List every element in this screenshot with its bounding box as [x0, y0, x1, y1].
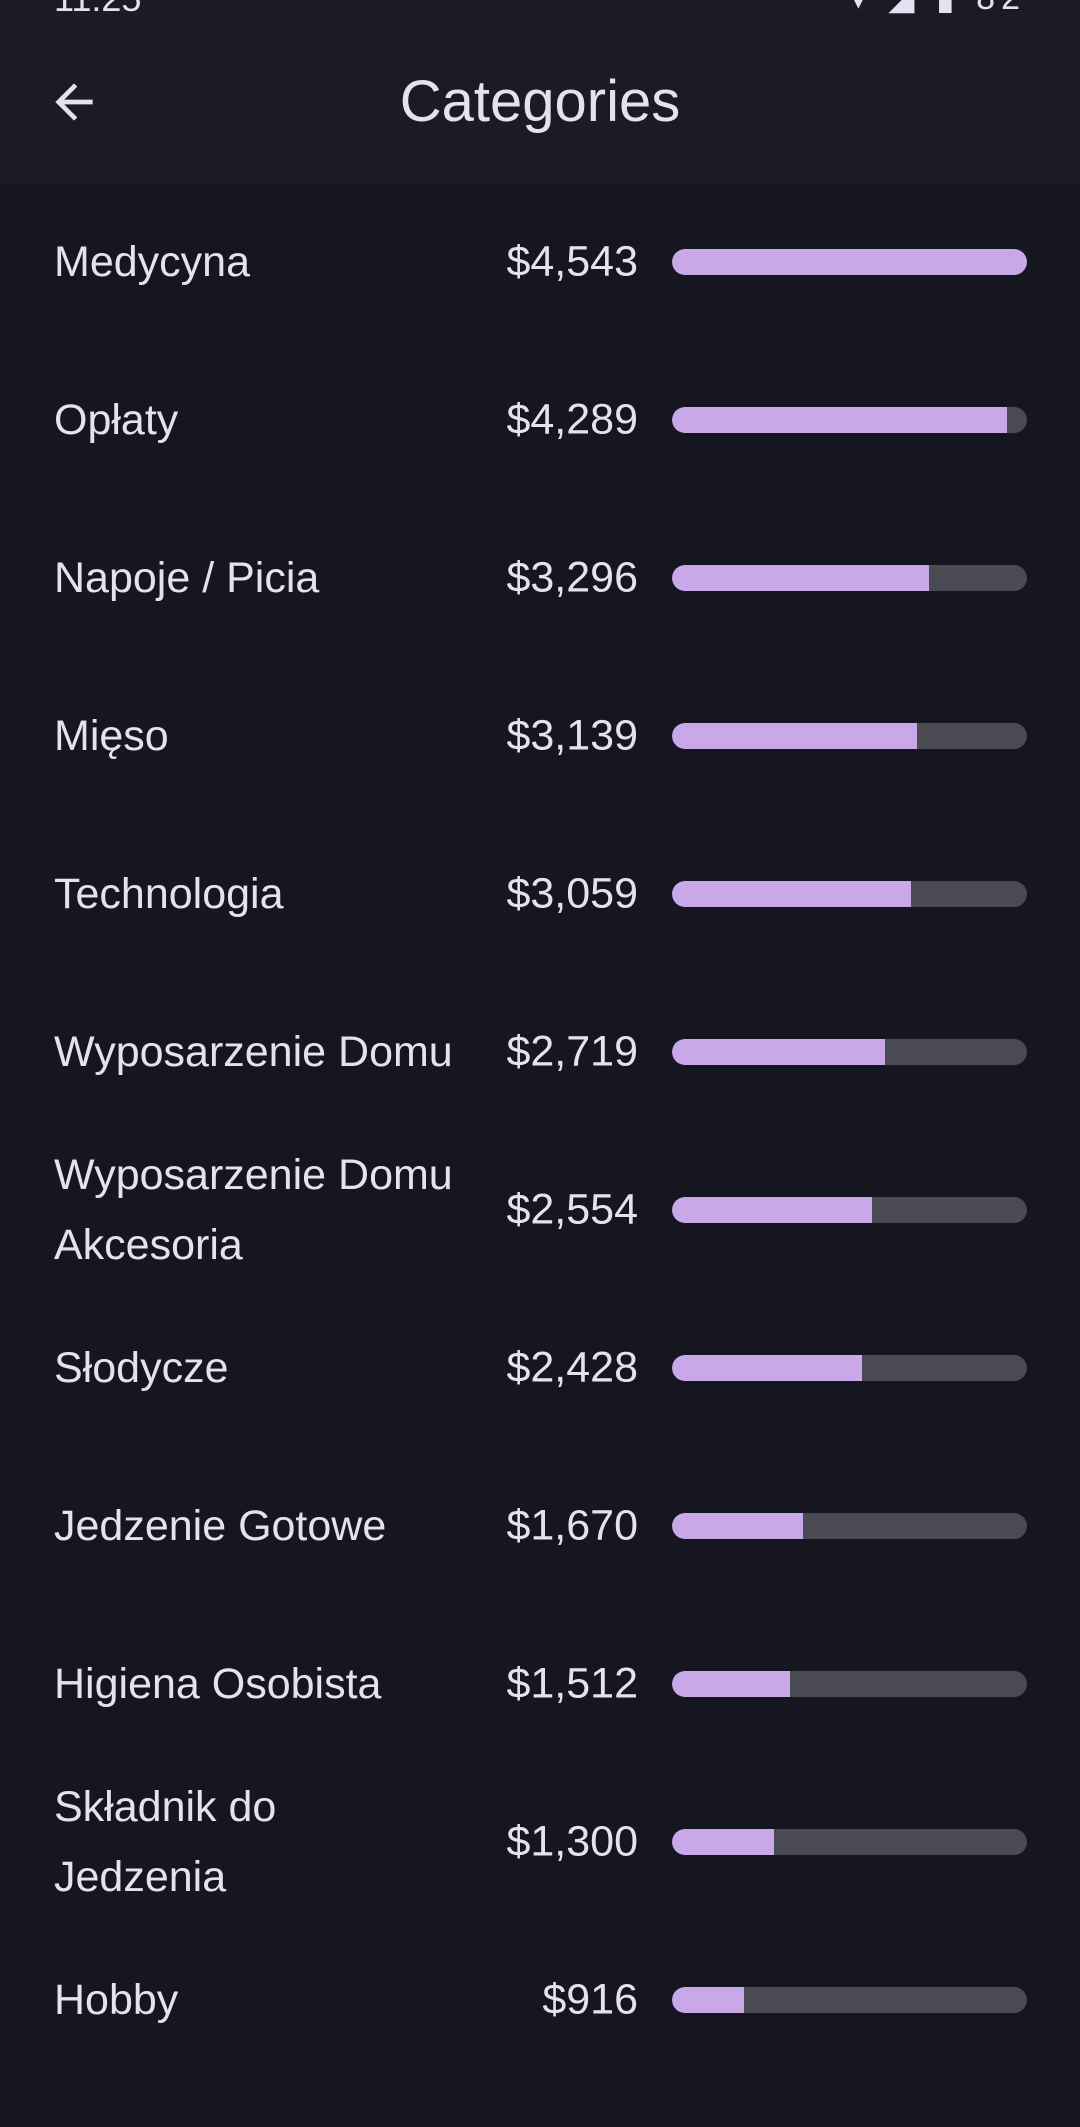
- arrow-left-icon: [55, 83, 93, 121]
- back-button[interactable]: [32, 60, 116, 144]
- category-row[interactable]: Jedzenie Gotowe $1,670: [0, 1447, 1080, 1605]
- category-progress-fill: [672, 1829, 774, 1855]
- category-progress-fill: [672, 723, 918, 749]
- status-icons: ▾ ◢ ▮ 82: [850, 0, 1026, 18]
- category-row[interactable]: Mięso $3,139: [0, 657, 1080, 815]
- category-progress-fill: [672, 407, 1008, 433]
- category-name: Wyposarzenie Domu Akcesoria: [54, 1151, 453, 1269]
- category-amount: $2,428: [506, 1343, 638, 1392]
- category-name: Słodycze: [54, 1344, 229, 1392]
- category-name: Technologia: [54, 870, 284, 918]
- category-progress-fill: [672, 565, 930, 591]
- category-list: Medycyna $4,543 Opłaty $4,289 Napoje / Picia…: [0, 183, 1080, 2079]
- category-amount: $3,139: [506, 711, 638, 760]
- category-name: Hobby: [54, 1976, 179, 2024]
- category-progress-bar: [672, 249, 1027, 275]
- status-bar: 11:25 ▾ ◢ ▮ 82: [0, 0, 1080, 20]
- app-bar: Categories: [0, 20, 1080, 183]
- category-name: Wyposarzenie Domu: [54, 1028, 453, 1076]
- category-progress-bar: [672, 1987, 1027, 2013]
- category-progress-fill: [672, 1197, 872, 1223]
- category-name: Opłaty: [54, 396, 179, 444]
- category-row[interactable]: Wyposarzenie Domu $2,719: [0, 973, 1080, 1131]
- category-progress-fill: [672, 1671, 791, 1697]
- category-progress-bar: [672, 565, 1027, 591]
- category-row[interactable]: Medycyna $4,543: [0, 183, 1080, 341]
- category-progress-bar: [672, 1829, 1027, 1855]
- category-amount: $4,289: [506, 395, 638, 444]
- category-name: Higiena Osobista: [54, 1660, 382, 1708]
- category-progress-fill: [672, 249, 1027, 275]
- category-progress-bar: [672, 1355, 1027, 1381]
- category-row[interactable]: Napoje / Picia $3,296: [0, 499, 1080, 657]
- category-row[interactable]: Słodycze $2,428: [0, 1289, 1080, 1447]
- category-amount: $3,296: [506, 553, 638, 602]
- category-progress-bar: [672, 723, 1027, 749]
- category-progress-fill: [672, 1987, 744, 2013]
- category-progress-fill: [672, 1039, 885, 1065]
- category-amount: $2,554: [506, 1185, 638, 1234]
- category-progress-bar: [672, 881, 1027, 907]
- category-row[interactable]: Opłaty $4,289: [0, 341, 1080, 499]
- category-name: Napoje / Picia: [54, 554, 320, 602]
- category-amount: $2,719: [506, 1027, 638, 1076]
- category-amount: $916: [542, 1975, 638, 2024]
- category-progress-bar: [672, 1197, 1027, 1223]
- category-row[interactable]: Wyposarzenie Domu Akcesoria $2,554: [0, 1131, 1080, 1289]
- category-name: Składnik do Jedzenia: [54, 1783, 277, 1901]
- category-progress-bar: [672, 407, 1027, 433]
- category-amount: $1,300: [506, 1817, 638, 1866]
- category-row[interactable]: Technologia $3,059: [0, 815, 1080, 973]
- category-progress-bar: [672, 1671, 1027, 1697]
- category-name: Jedzenie Gotowe: [54, 1502, 387, 1550]
- category-progress-fill: [672, 1513, 803, 1539]
- category-progress-fill: [672, 1355, 862, 1381]
- category-row[interactable]: Hobby $916: [0, 1921, 1080, 2079]
- category-row[interactable]: Higiena Osobista $1,512: [0, 1605, 1080, 1763]
- category-row[interactable]: Składnik do Jedzenia $1,300: [0, 1763, 1080, 1921]
- category-progress-bar: [672, 1039, 1027, 1065]
- category-name: Mięso: [54, 712, 169, 760]
- category-progress-bar: [672, 1513, 1027, 1539]
- category-progress-fill: [672, 881, 911, 907]
- category-amount: $1,512: [506, 1659, 638, 1708]
- category-amount: $3,059: [506, 869, 638, 918]
- category-name: Medycyna: [54, 238, 250, 286]
- category-amount: $4,543: [506, 237, 638, 286]
- page-title: Categories: [399, 69, 681, 134]
- category-amount: $1,670: [506, 1501, 638, 1550]
- status-clock: 11:25: [54, 0, 141, 20]
